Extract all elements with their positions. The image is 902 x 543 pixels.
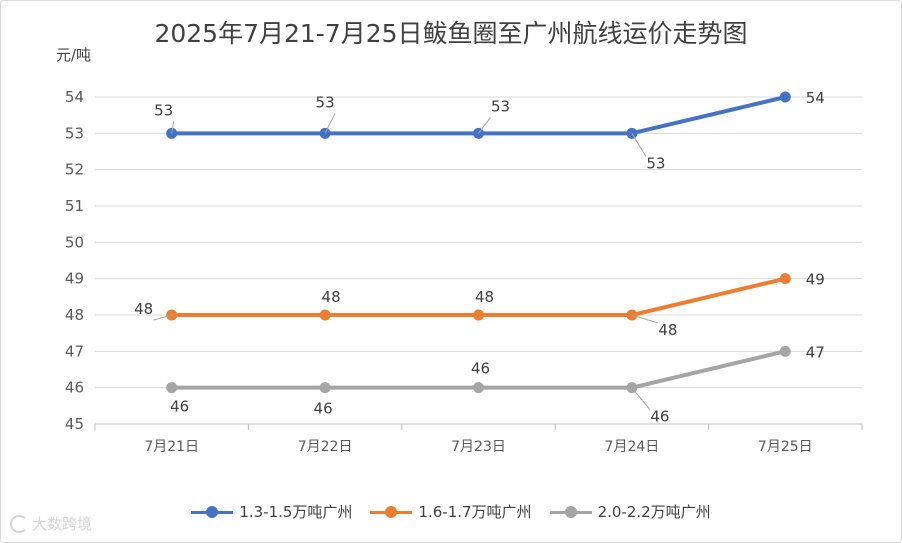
data-label: 47 — [806, 343, 825, 361]
data-point — [319, 382, 331, 394]
data-label: 48 — [134, 300, 153, 318]
y-axis-unit-label: 元/吨 — [56, 46, 92, 64]
chart-title: 2025年7月21-7月25日鲅鱼圈至广州航线运价走势图 — [154, 19, 748, 48]
data-label-leader-line — [153, 314, 172, 321]
data-point — [319, 309, 331, 321]
data-point — [473, 309, 484, 321]
y-tick-label: 46 — [65, 379, 84, 397]
y-tick-label: 45 — [65, 415, 84, 433]
data-point — [166, 382, 178, 394]
data-label: 54 — [806, 89, 825, 107]
data-point — [779, 345, 791, 357]
legend-item: 1.3-1.5万吨广州 — [191, 501, 352, 522]
y-tick-label: 49 — [65, 270, 84, 288]
x-tick-label: 7月25日 — [758, 439, 813, 455]
y-tick-label: 52 — [65, 161, 84, 179]
data-label-leader-line — [478, 117, 491, 134]
data-label: 48 — [658, 321, 677, 339]
data-label: 46 — [471, 360, 490, 378]
legend-swatch — [370, 505, 413, 519]
data-label: 48 — [475, 288, 494, 306]
legend-label: 1.6-1.7万吨广州 — [418, 503, 532, 521]
legend-item: 1.6-1.7万吨广州 — [370, 501, 532, 522]
x-tick-label: 7月24日 — [605, 439, 660, 455]
data-label: 46 — [170, 398, 189, 416]
legend-label: 1.3-1.5万吨广州 — [239, 503, 353, 521]
data-label: 53 — [154, 101, 173, 119]
data-label: 53 — [316, 93, 335, 111]
data-point — [779, 273, 791, 285]
data-point — [779, 91, 791, 103]
data-label: 46 — [650, 408, 669, 426]
chart-legend: 1.3-1.5万吨广州 1.6-1.7万吨广州 2.0-2.2万吨广州 — [0, 501, 902, 522]
data-label: 53 — [491, 97, 510, 115]
data-label: 53 — [646, 154, 665, 172]
watermark-text: 大数跨境 — [32, 515, 93, 533]
legend-swatch — [191, 505, 234, 519]
y-tick-label: 48 — [65, 306, 84, 324]
y-tick-label: 50 — [65, 233, 84, 251]
watermark: 大数跨境 — [10, 513, 92, 534]
y-tick-label: 51 — [65, 197, 84, 215]
data-point — [473, 382, 484, 394]
y-tick-label: 53 — [65, 124, 84, 142]
data-label: 46 — [314, 400, 333, 418]
data-label: 49 — [806, 271, 825, 289]
legend-swatch — [549, 505, 592, 519]
x-tick-label: 7月21日 — [144, 439, 199, 455]
data-label-leader-line — [631, 387, 651, 410]
data-label-leader-line — [324, 113, 336, 134]
legend-item: 2.0-2.2万吨广州 — [549, 501, 711, 522]
watermark-logo-icon — [10, 514, 28, 533]
y-tick-label: 54 — [65, 88, 84, 106]
data-label-leader-line — [631, 314, 659, 324]
x-tick-label: 7月23日 — [451, 439, 506, 455]
data-label-leader-line — [171, 121, 175, 134]
x-tick-label: 7月22日 — [298, 439, 353, 455]
data-label: 48 — [322, 288, 341, 306]
y-tick-label: 47 — [65, 342, 84, 360]
legend-label: 2.0-2.2万吨广州 — [597, 503, 711, 521]
data-label-leader-line — [631, 133, 647, 157]
